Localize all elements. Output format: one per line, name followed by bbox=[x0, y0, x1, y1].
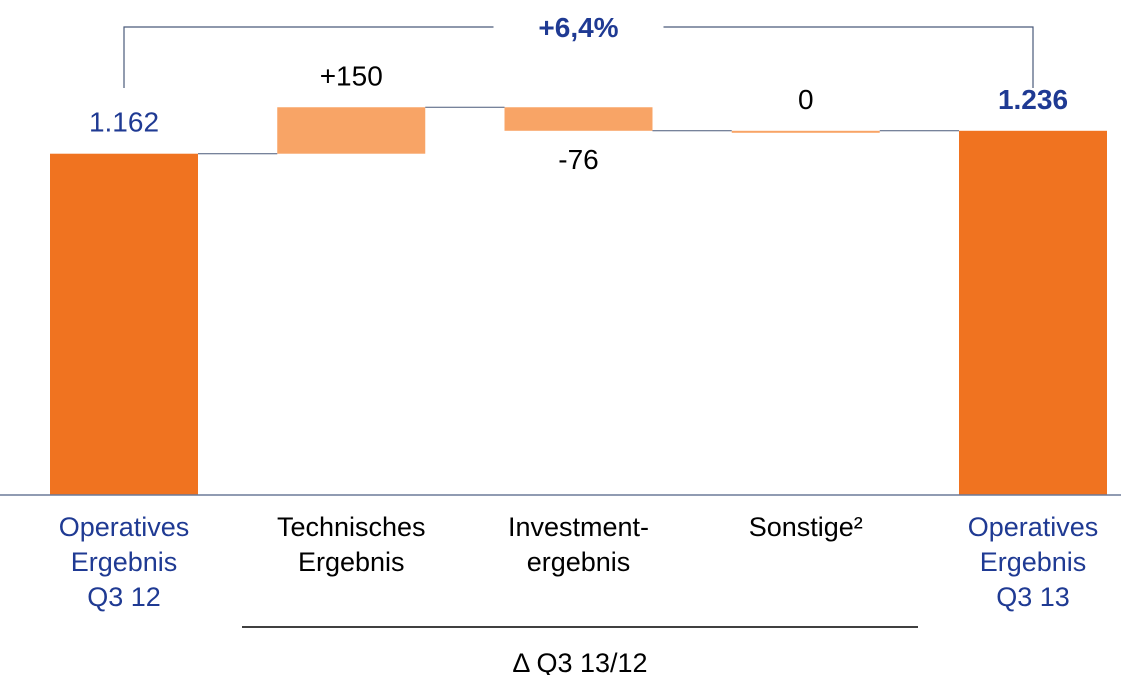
bar bbox=[504, 107, 653, 131]
growth-bracket bbox=[123, 26, 1034, 88]
bar bbox=[277, 107, 426, 154]
value-label: +150 bbox=[320, 60, 383, 91]
growth-annotation: +6,4% bbox=[538, 12, 618, 43]
category-label: Sonstige² bbox=[748, 512, 863, 542]
bar bbox=[731, 130, 880, 133]
bar bbox=[50, 153, 198, 495]
bar bbox=[959, 130, 1107, 495]
value-label: 0 bbox=[798, 84, 814, 115]
category-label: Operatives Ergebnis Q3 13 bbox=[967, 512, 1099, 612]
value-label: -76 bbox=[558, 144, 598, 175]
value-label: 1.236 bbox=[998, 84, 1068, 115]
category-label: Investment- ergebnis bbox=[507, 512, 650, 577]
group-label: Δ Q3 13/12 bbox=[512, 648, 647, 675]
value-label: 1.162 bbox=[89, 107, 159, 138]
category-label: Technisches Ergebnis bbox=[276, 512, 426, 577]
category-label: Operatives Ergebnis Q3 12 bbox=[58, 512, 190, 612]
